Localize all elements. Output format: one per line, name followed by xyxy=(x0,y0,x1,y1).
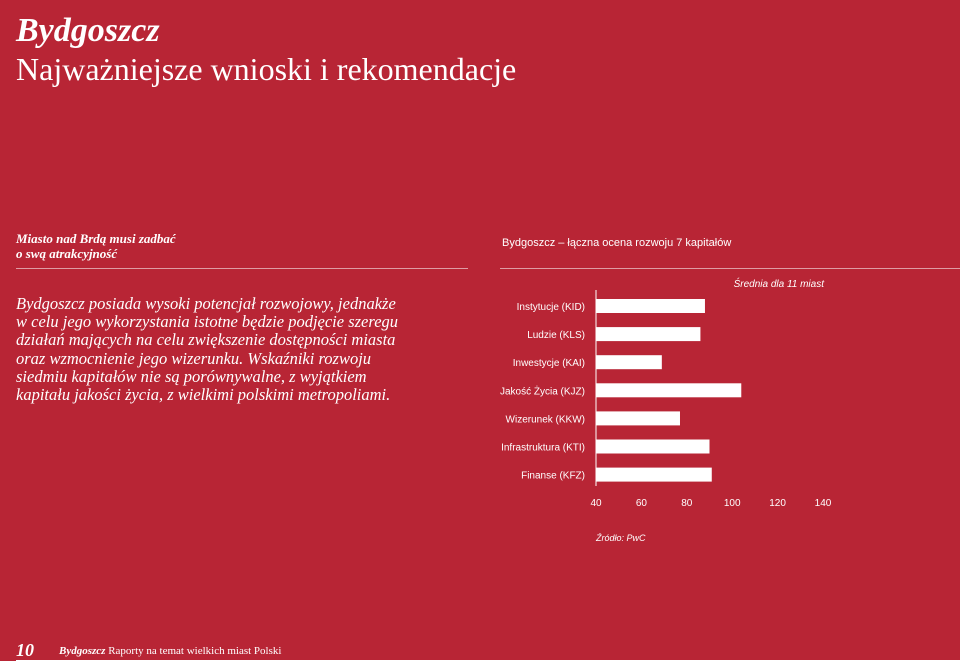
bar xyxy=(596,467,712,482)
footer-series: Raporty na temat wielkich miast Polski xyxy=(108,645,282,657)
summary-paragraph: Bydgoszcz posiada wysoki potencjał rozwo… xyxy=(16,294,476,405)
category-label: Infrastruktura (KTI) xyxy=(501,443,585,454)
footer-text: Bydgoszcz Raporty na temat wielkich mias… xyxy=(59,645,281,658)
lead-line: o swą atrakcyjność xyxy=(16,246,118,261)
category-label: Ludzie (KLS) xyxy=(527,330,585,341)
source-note: Źródło: PwC xyxy=(595,533,646,543)
category-label: Instytucje (KID) xyxy=(517,302,585,313)
x-tick-label: 140 xyxy=(815,498,832,509)
x-tick-label: 40 xyxy=(590,498,602,509)
x-tick-label: 80 xyxy=(681,498,693,509)
x-tick-label: 100 xyxy=(724,498,741,509)
bar xyxy=(596,383,742,398)
summary-line: w celu jego wykorzystania istotne będzie… xyxy=(16,312,399,332)
page-subtitle: Najważniejsze wnioski i rekomendacje xyxy=(16,51,517,87)
summary-line: Bydgoszcz posiada wysoki potencjał rozwo… xyxy=(16,294,396,313)
category-label: Inwestycje (KAI) xyxy=(513,358,585,369)
reference-label: Średnia dla 11 miast xyxy=(734,277,826,290)
footer-city: Bydgoszcz xyxy=(59,645,106,657)
page-title: Bydgoszcz xyxy=(16,12,160,49)
summary-line: oraz wzmocnienie jego wizerunku. Wskaźni… xyxy=(16,348,372,368)
bar xyxy=(596,327,701,342)
bar xyxy=(596,411,680,426)
category-label: Finanse (KFZ) xyxy=(521,471,585,482)
capital-bar-chart: Średnia dla 11 miast Instytucje (KID) Ludz… xyxy=(500,277,832,543)
divider-right xyxy=(500,268,960,269)
category-label: Jakość Życia (KJZ) xyxy=(500,384,585,397)
bar xyxy=(596,355,662,370)
lead-heading: Miasto nad Brdą musi zadbać o swą atrakc… xyxy=(16,231,316,261)
chart-title: Bydgoszcz – łączna ocena rozwoju 7 kapit… xyxy=(502,237,732,249)
lead-line: Miasto nad Brdą musi zadbać xyxy=(16,231,176,246)
summary-line: działań mających na celu zwiększenie dos… xyxy=(16,330,396,350)
page-number: 10 xyxy=(16,640,34,660)
bar xyxy=(596,439,710,454)
summary-line: siedmiu kapitałów nie są porównywalne, z… xyxy=(16,366,367,386)
bar xyxy=(596,299,705,313)
category-label: Wizerunek (KKW) xyxy=(506,414,585,425)
divider-left xyxy=(16,268,468,269)
x-tick-label: 120 xyxy=(769,498,786,509)
summary-line: kapitału jakości życia, z wielkimi polsk… xyxy=(16,385,391,405)
x-tick-label: 60 xyxy=(636,498,648,509)
